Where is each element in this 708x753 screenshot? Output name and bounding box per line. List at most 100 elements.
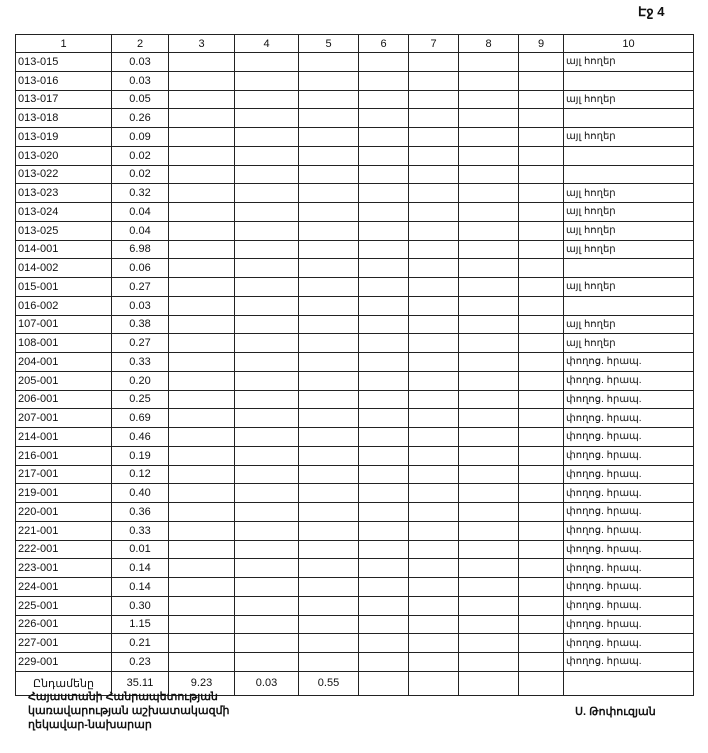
empty-cell bbox=[234, 520, 299, 541]
empty-cell bbox=[408, 670, 459, 696]
parcel-code: 108-001 bbox=[15, 333, 112, 353]
land-type-note: այլ հողեր bbox=[563, 239, 694, 260]
parcel-code: 013-024 bbox=[15, 202, 112, 222]
parcel-code: 227-001 bbox=[15, 633, 112, 653]
area-value: 0.33 bbox=[111, 352, 169, 372]
empty-cell bbox=[518, 52, 564, 72]
empty-cell bbox=[458, 502, 519, 522]
parcel-code: 226-001 bbox=[15, 614, 112, 635]
area-value: 0.14 bbox=[111, 558, 169, 578]
empty-cell bbox=[298, 220, 359, 241]
table-row: 217-001 0.12 փողոց. հրապ. bbox=[15, 464, 694, 485]
empty-cell bbox=[168, 220, 235, 241]
empty-cell bbox=[358, 127, 409, 147]
empty-cell bbox=[168, 539, 235, 560]
area-value: 0.40 bbox=[111, 483, 169, 503]
empty-cell bbox=[358, 145, 409, 166]
table-row: 205-001 0.20 փողոց. հրապ. bbox=[15, 370, 694, 391]
empty-cell bbox=[458, 352, 519, 372]
land-type-note bbox=[563, 295, 694, 316]
empty-cell bbox=[408, 220, 459, 241]
empty-cell bbox=[408, 52, 459, 72]
empty-cell bbox=[518, 127, 564, 147]
empty-cell bbox=[518, 520, 564, 541]
empty-cell bbox=[298, 502, 359, 522]
empty-cell bbox=[298, 633, 359, 653]
empty-cell bbox=[518, 70, 564, 91]
table-row: 014-001 6.98 այլ հողեր bbox=[15, 239, 694, 260]
empty-cell bbox=[408, 277, 459, 297]
empty-cell bbox=[234, 89, 299, 110]
empty-cell bbox=[168, 558, 235, 578]
area-value: 0.02 bbox=[111, 145, 169, 166]
parcel-code: 013-016 bbox=[15, 70, 112, 91]
empty-cell bbox=[168, 127, 235, 147]
land-type-note: այլ հողեր bbox=[563, 314, 694, 335]
parcel-code: 107-001 bbox=[15, 314, 112, 335]
table-row: 204-001 0.33 փողոց. հրապ. bbox=[15, 352, 694, 372]
empty-cell bbox=[408, 633, 459, 653]
land-type-note: փողոց. հրապ. bbox=[563, 352, 694, 372]
empty-cell bbox=[408, 520, 459, 541]
land-type-note: փողոց. հրապ. bbox=[563, 520, 694, 541]
page-number: Էջ 4 bbox=[638, 4, 665, 19]
header-row: 1 2 3 4 5 6 7 8 9 10 bbox=[15, 34, 694, 53]
empty-cell bbox=[234, 577, 299, 597]
land-type-note: փողոց. հրապ. bbox=[563, 577, 694, 597]
empty-cell bbox=[298, 483, 359, 503]
empty-cell bbox=[408, 389, 459, 410]
empty-cell bbox=[168, 352, 235, 372]
area-value: 0.03 bbox=[111, 70, 169, 91]
empty-cell bbox=[168, 633, 235, 653]
empty-cell bbox=[168, 145, 235, 166]
empty-cell bbox=[234, 633, 299, 653]
empty-cell bbox=[298, 183, 359, 203]
empty-cell bbox=[234, 277, 299, 297]
empty-cell bbox=[168, 427, 235, 447]
column-header: 3 bbox=[168, 34, 235, 53]
empty-cell bbox=[298, 239, 359, 260]
empty-cell bbox=[234, 408, 299, 428]
empty-cell bbox=[563, 670, 694, 696]
column-header: 5 bbox=[298, 34, 359, 53]
table-row: 013-017 0.05 այլ հողեր bbox=[15, 89, 694, 110]
table-row: 013-022 0.02 bbox=[15, 164, 694, 185]
land-type-note: այլ հողեր bbox=[563, 52, 694, 72]
empty-cell bbox=[358, 483, 409, 503]
empty-cell bbox=[358, 108, 409, 128]
empty-cell bbox=[298, 652, 359, 672]
empty-cell bbox=[458, 108, 519, 128]
table-row: 013-024 0.04 այլ հողեր bbox=[15, 202, 694, 222]
parcel-code: 220-001 bbox=[15, 502, 112, 522]
empty-cell bbox=[298, 202, 359, 222]
table-row: 108-001 0.27 այլ հողեր bbox=[15, 333, 694, 353]
signatory-title: Հայաստանի Հանրապետության կառավարության ա… bbox=[28, 690, 230, 732]
empty-cell bbox=[458, 408, 519, 428]
empty-cell bbox=[298, 558, 359, 578]
empty-cell bbox=[458, 670, 519, 696]
empty-cell bbox=[358, 502, 409, 522]
empty-cell bbox=[234, 652, 299, 672]
empty-cell bbox=[458, 389, 519, 410]
empty-cell bbox=[234, 427, 299, 447]
empty-cell bbox=[298, 52, 359, 72]
empty-cell bbox=[358, 652, 409, 672]
area-value: 0.32 bbox=[111, 183, 169, 203]
area-value: 0.23 bbox=[111, 652, 169, 672]
empty-cell bbox=[298, 127, 359, 147]
land-type-note: այլ հողեր bbox=[563, 89, 694, 110]
area-value: 0.14 bbox=[111, 577, 169, 597]
empty-cell bbox=[408, 89, 459, 110]
empty-cell bbox=[168, 89, 235, 110]
empty-cell bbox=[168, 577, 235, 597]
empty-cell bbox=[234, 595, 299, 616]
empty-cell bbox=[298, 427, 359, 447]
empty-cell bbox=[168, 502, 235, 522]
empty-cell bbox=[168, 183, 235, 203]
area-value: 0.05 bbox=[111, 89, 169, 110]
land-type-note: այլ հողեր bbox=[563, 202, 694, 222]
empty-cell bbox=[358, 277, 409, 297]
parcel-code: 013-018 bbox=[15, 108, 112, 128]
empty-cell bbox=[458, 220, 519, 241]
table-row: 214-001 0.46 փողոց. հրապ. bbox=[15, 427, 694, 447]
